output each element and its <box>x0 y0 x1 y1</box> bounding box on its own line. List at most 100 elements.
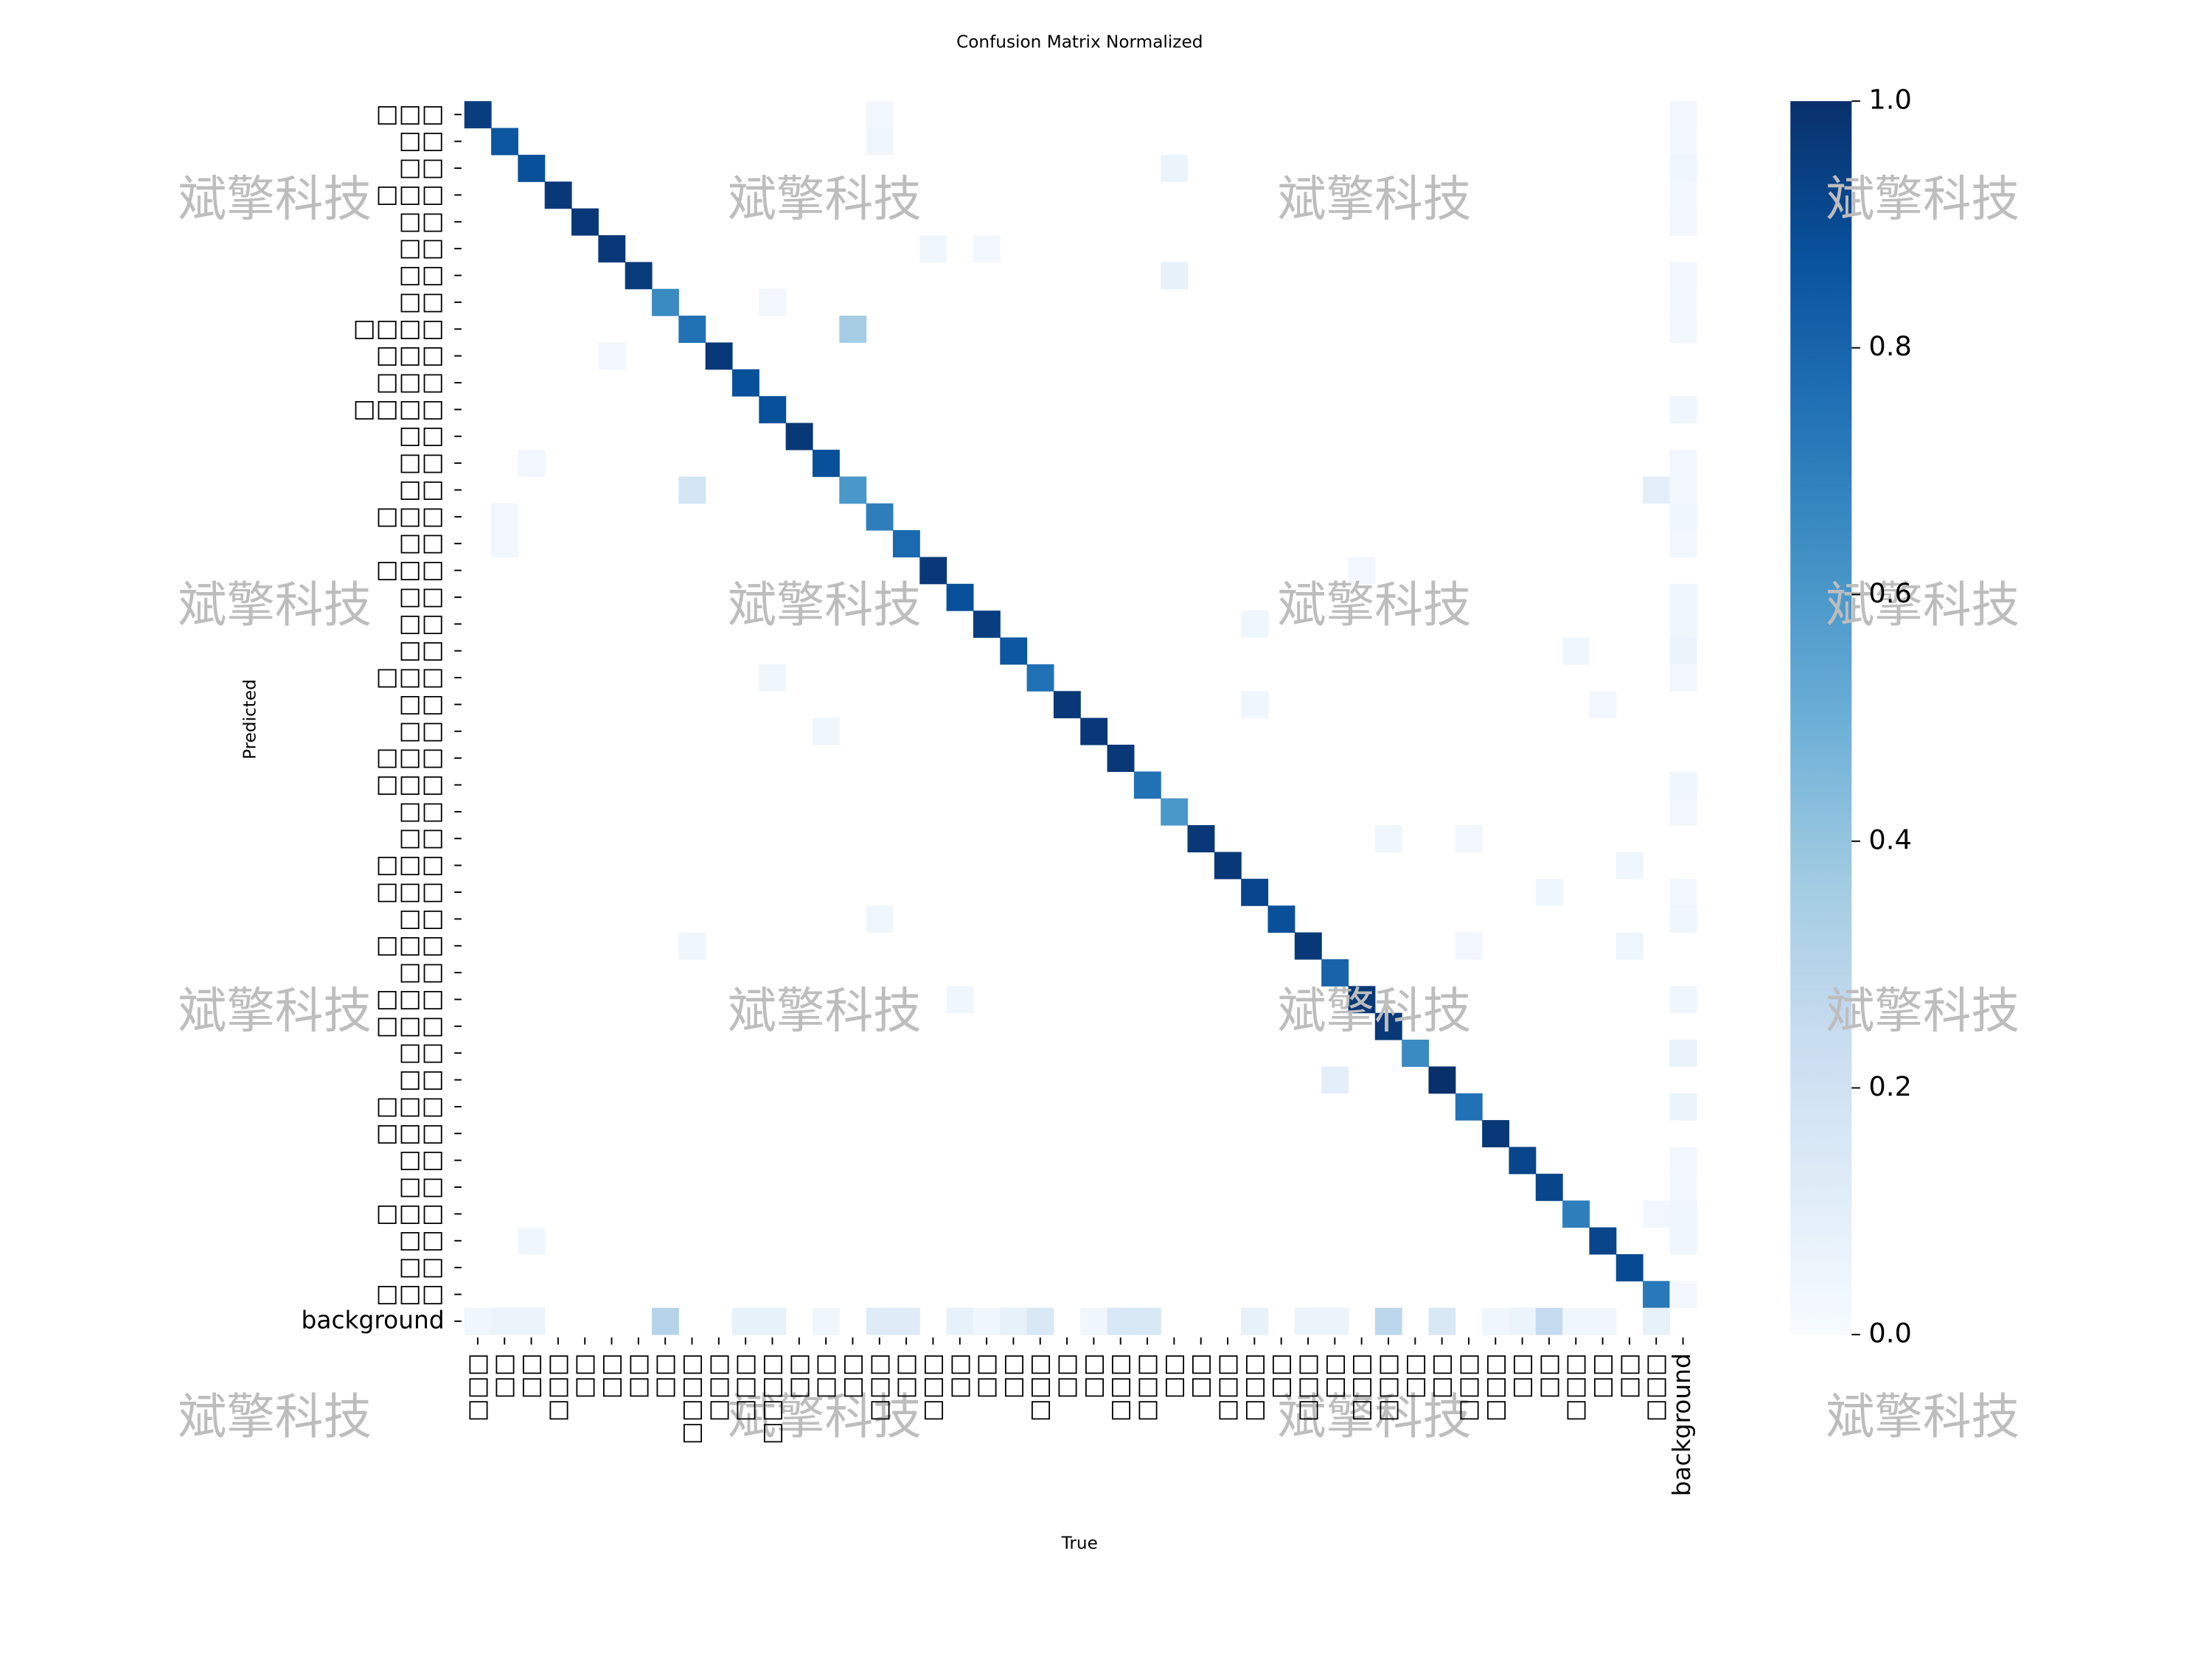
x-tick-label: □□□ <box>1561 1353 1589 1422</box>
x-tick-label: □□□ <box>1293 1353 1321 1422</box>
x-tick-label: □□□ <box>703 1353 731 1422</box>
cell <box>1669 1173 1697 1201</box>
watermark: 斌擎科技 <box>728 983 922 1039</box>
x-tick-label: □□□ <box>1105 1353 1133 1422</box>
cell <box>1669 1093 1697 1121</box>
colorbar-tick-label: 0.4 <box>1868 824 1911 855</box>
cell <box>812 1307 840 1335</box>
y-tick-label: background <box>302 1306 445 1334</box>
cell <box>1294 1307 1322 1335</box>
y-tick-label: □□□ <box>376 1119 445 1147</box>
x-tick-label: □□ <box>1427 1353 1455 1399</box>
cell <box>866 101 894 129</box>
cell <box>1402 1040 1430 1067</box>
cell <box>1669 1040 1697 1067</box>
cell <box>1669 181 1697 209</box>
x-tick-label: □□□ <box>462 1353 490 1422</box>
x-tick-label: □□ <box>570 1353 598 1399</box>
cell <box>518 1307 546 1335</box>
y-tick-label: □□ <box>399 796 445 824</box>
x-tick-label: □□□ <box>1481 1353 1509 1422</box>
y-tick-label: □□□ <box>376 368 445 396</box>
y-tick-label: □□ <box>399 1038 445 1066</box>
x-tick-label: □□□ <box>731 1353 759 1422</box>
cell <box>892 1307 920 1335</box>
y-tick-label: □□ <box>399 582 445 610</box>
x-tick-label: □□ <box>945 1353 973 1399</box>
y-tick-label: □□□ <box>376 850 445 878</box>
cell <box>1669 1281 1697 1309</box>
cell <box>1294 932 1322 960</box>
cell <box>892 530 920 557</box>
x-tick-label: □□□ <box>1025 1353 1053 1422</box>
cell <box>1535 1173 1563 1201</box>
watermark: 斌擎科技 <box>178 171 372 227</box>
cell <box>919 234 947 262</box>
cell <box>1509 1147 1537 1175</box>
y-tick-label: □□□ <box>376 770 445 798</box>
watermark: 斌擎科技 <box>1278 983 1472 1039</box>
cell <box>1669 503 1697 531</box>
cell <box>1214 852 1242 880</box>
cell <box>759 288 787 316</box>
y-tick-label: □□□ <box>376 1011 445 1039</box>
watermark: 斌擎科技 <box>1278 577 1472 633</box>
chart-title: Confusion Matrix Normalized <box>956 32 1203 52</box>
cell <box>1133 1307 1161 1335</box>
x-tick-label: □□□ <box>1213 1353 1241 1422</box>
y-tick-label: □□ <box>399 475 445 503</box>
y-tick-label: □□□□ <box>353 394 445 422</box>
cell <box>1562 1200 1590 1228</box>
y-tick-label: □□ <box>399 824 445 852</box>
cell <box>1535 878 1563 906</box>
y-tick-label: □□□□ <box>353 314 445 342</box>
cell <box>1669 128 1697 156</box>
x-tick-label: □□ <box>490 1353 518 1399</box>
colorbar-tick-label: 0.2 <box>1868 1071 1911 1102</box>
x-tick-label: □□ <box>597 1353 625 1399</box>
cell <box>1348 986 1376 1014</box>
x-tick-label: □□ <box>891 1353 919 1399</box>
cell <box>732 1307 759 1335</box>
cell <box>1026 1307 1054 1335</box>
cell <box>973 234 1001 262</box>
cell <box>1669 986 1697 1014</box>
cell <box>1669 262 1697 290</box>
y-tick-label: □□□ <box>376 180 445 208</box>
cell <box>1669 396 1697 424</box>
cell <box>1241 878 1269 906</box>
cell <box>1669 664 1697 692</box>
x-tick-label: □□□ <box>1239 1353 1267 1422</box>
x-tick-label: □□ <box>1079 1353 1107 1399</box>
cell <box>973 1307 1001 1335</box>
y-tick-label: □□□ <box>376 984 445 1012</box>
y-tick-label: □□□ <box>376 501 445 529</box>
heatmap <box>464 101 1697 1335</box>
cell <box>1428 1066 1456 1094</box>
y-axis-label: Predicted <box>240 679 260 759</box>
cell <box>1535 1307 1563 1335</box>
cell <box>839 316 867 344</box>
cell <box>1615 1253 1644 1281</box>
cell <box>678 932 706 960</box>
cell <box>839 476 867 504</box>
cell <box>491 1307 518 1335</box>
cell <box>1053 691 1081 719</box>
cell <box>571 208 599 236</box>
cell <box>1428 1307 1456 1335</box>
cell <box>1669 154 1697 182</box>
y-tick-label: □□□ <box>376 341 445 369</box>
cell <box>1669 530 1697 557</box>
y-tick-label: □□□ <box>376 1091 445 1119</box>
cell <box>598 342 626 370</box>
cell <box>544 181 572 209</box>
x-tick-label: □□□□ <box>757 1353 785 1444</box>
cell <box>518 1227 546 1255</box>
x-tick-label: □□□ <box>543 1353 571 1422</box>
y-tick-label: □□ <box>399 1253 445 1281</box>
cell <box>1026 664 1054 692</box>
watermark: 斌擎科技 <box>728 1389 922 1445</box>
y-tick-label: □□ <box>399 958 445 986</box>
cell <box>1241 611 1269 639</box>
